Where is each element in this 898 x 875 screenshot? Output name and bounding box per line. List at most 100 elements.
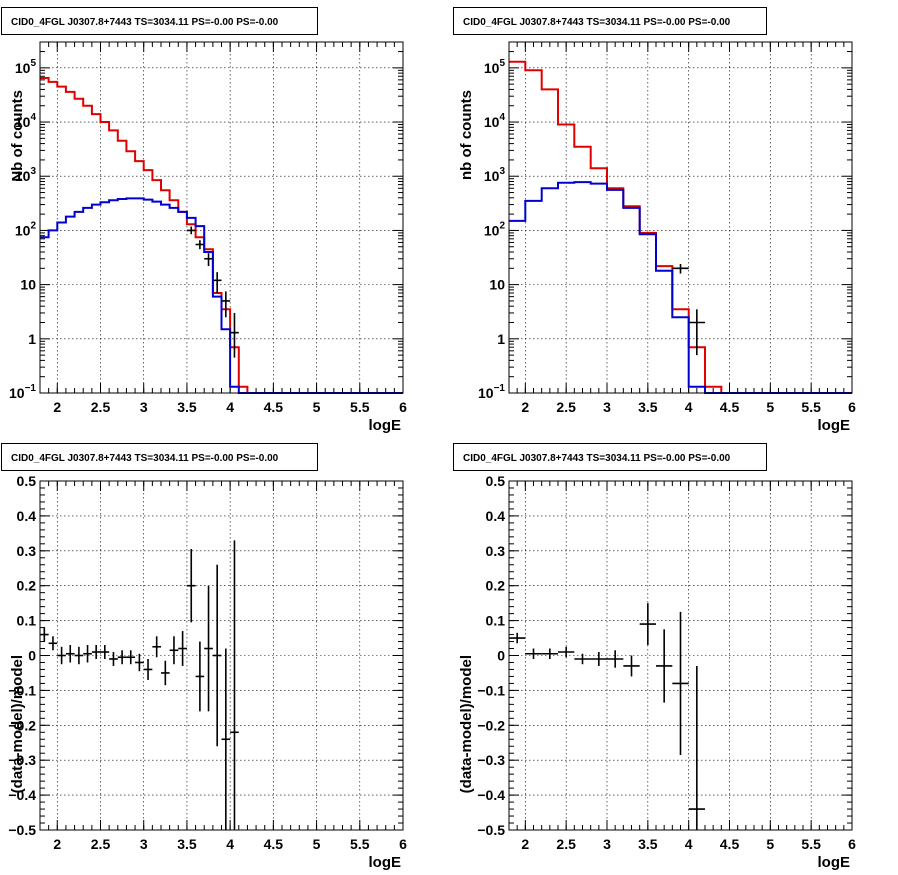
x-tick-label: 3 — [140, 836, 148, 852]
chart-title-box — [453, 7, 767, 35]
y-tick-label: −0.5 — [477, 822, 505, 838]
x-tick-label: 4.5 — [720, 399, 740, 415]
x-tick-label: 4 — [226, 399, 234, 415]
y-tick-label: 10 — [489, 277, 505, 293]
x-tick-label: 3.5 — [638, 399, 658, 415]
y-tick-label: −0.1 — [8, 682, 36, 698]
y-tick-label: 1 — [497, 331, 505, 347]
x-tick-label: 5 — [313, 399, 321, 415]
y-tick-label: 102 — [15, 220, 37, 238]
chart-panel-3: CID0_4FGL J0307.8+7443 TS=3034.11 PS=-0.… — [1, 443, 407, 871]
chart-panel-4: CID0_4FGL J0307.8+7443 TS=3034.11 PS=-0.… — [453, 443, 856, 871]
y-tick-label: 10 — [20, 277, 36, 293]
x-axis-label: logE — [369, 854, 402, 871]
x-tick-label: 3.5 — [177, 836, 197, 852]
chart-panel-1: CID0_4FGL J0307.8+7443 TS=3034.11 PS=-0.… — [1, 7, 407, 434]
y-axis-label: (data-model)/model — [9, 655, 26, 793]
x-tick-label: 5.5 — [350, 399, 370, 415]
x-tick-label: 3 — [603, 836, 611, 852]
chart-title-box — [453, 443, 767, 471]
y-tick-label: 0.3 — [486, 543, 506, 559]
y-tick-label: 0.5 — [17, 473, 37, 489]
y-tick-label: −0.2 — [477, 717, 505, 733]
y-tick-label: 0.3 — [17, 543, 37, 559]
chart-title: CID0_4FGL J0307.8+7443 TS=3034.11 PS=-0.… — [463, 453, 731, 464]
y-tick-label: 0.1 — [486, 613, 506, 629]
y-tick-label: 10−1 — [9, 383, 36, 401]
y-tick-label: 10−1 — [478, 383, 505, 401]
x-tick-label: 5 — [766, 399, 774, 415]
y-tick-label: −0.3 — [8, 752, 36, 768]
x-tick-label: 2 — [521, 836, 529, 852]
model-histogram-blue — [509, 181, 852, 394]
y-tick-label: 0.5 — [486, 473, 506, 489]
y-tick-label: 103 — [15, 166, 37, 184]
y-tick-label: 102 — [484, 220, 506, 238]
plot-frame — [39, 41, 404, 394]
chart-title: CID0_4FGL J0307.8+7443 TS=3034.11 PS=-0.… — [11, 453, 279, 464]
y-tick-label: −0.2 — [8, 717, 36, 733]
x-tick-label: 2.5 — [91, 836, 111, 852]
chart-panel-2: CID0_4FGL J0307.8+7443 TS=3034.11 PS=-0.… — [453, 7, 856, 434]
y-tick-label: 0.2 — [486, 578, 506, 594]
chart-title: CID0_4FGL J0307.8+7443 TS=3034.11 PS=-0.… — [11, 17, 279, 28]
y-tick-label: −0.4 — [8, 787, 36, 803]
y-tick-label: −0.5 — [8, 822, 36, 838]
x-tick-label: 2 — [521, 399, 529, 415]
y-tick-label: 0 — [28, 648, 36, 664]
x-axis-label: logE — [818, 854, 851, 871]
x-tick-label: 5 — [766, 836, 774, 852]
chart-title-box — [1, 443, 318, 471]
y-tick-label: 0.1 — [17, 613, 37, 629]
x-tick-label: 2 — [53, 836, 61, 852]
y-tick-label: 0.2 — [17, 578, 37, 594]
model-histogram-red — [40, 77, 403, 394]
x-tick-label: 5 — [313, 836, 321, 852]
y-tick-label: 105 — [484, 58, 506, 76]
x-tick-label: 4.5 — [264, 399, 284, 415]
plot-frame — [39, 480, 404, 831]
x-tick-label: 4.5 — [264, 836, 284, 852]
x-tick-label: 5.5 — [350, 836, 370, 852]
plot-frame — [508, 480, 853, 831]
x-tick-label: 2 — [53, 399, 61, 415]
y-axis-label: nb of counts — [458, 90, 475, 180]
x-tick-label: 4 — [685, 836, 693, 852]
model-histogram-blue — [40, 197, 403, 394]
y-tick-label: 0.4 — [486, 508, 506, 524]
x-tick-label: 3.5 — [638, 836, 658, 852]
x-tick-label: 4 — [226, 836, 234, 852]
x-axis-label: logE — [818, 417, 851, 434]
y-tick-label: −0.1 — [477, 682, 505, 698]
x-tick-label: 6 — [399, 836, 407, 852]
chart-title: CID0_4FGL J0307.8+7443 TS=3034.11 PS=-0.… — [463, 17, 731, 28]
plot-frame — [508, 41, 853, 394]
x-tick-label: 6 — [399, 399, 407, 415]
x-tick-label: 2.5 — [556, 399, 576, 415]
x-tick-label: 5.5 — [801, 399, 821, 415]
x-tick-label: 5.5 — [801, 836, 821, 852]
chart-title-box — [1, 7, 318, 35]
x-tick-label: 3 — [603, 399, 611, 415]
y-tick-label: −0.3 — [477, 752, 505, 768]
y-tick-label: 0.4 — [17, 508, 37, 524]
y-axis-label: (data-model)/model — [458, 655, 475, 793]
x-tick-label: 3 — [140, 399, 148, 415]
x-tick-label: 6 — [848, 836, 856, 852]
y-tick-label: 1 — [28, 331, 36, 347]
x-tick-label: 4 — [685, 399, 693, 415]
x-tick-label: 2.5 — [91, 399, 111, 415]
y-tick-label: 104 — [15, 112, 37, 130]
y-tick-label: 103 — [484, 166, 506, 184]
x-axis-label: logE — [369, 417, 402, 434]
x-tick-label: 4.5 — [720, 836, 740, 852]
x-tick-label: 2.5 — [556, 836, 576, 852]
y-tick-label: 105 — [15, 58, 37, 76]
y-tick-label: −0.4 — [477, 787, 505, 803]
y-axis-label: Nb of counts — [9, 90, 26, 182]
x-tick-label: 6 — [848, 399, 856, 415]
y-tick-label: 104 — [484, 112, 506, 130]
x-tick-label: 3.5 — [177, 399, 197, 415]
model-histogram-red — [509, 60, 852, 394]
